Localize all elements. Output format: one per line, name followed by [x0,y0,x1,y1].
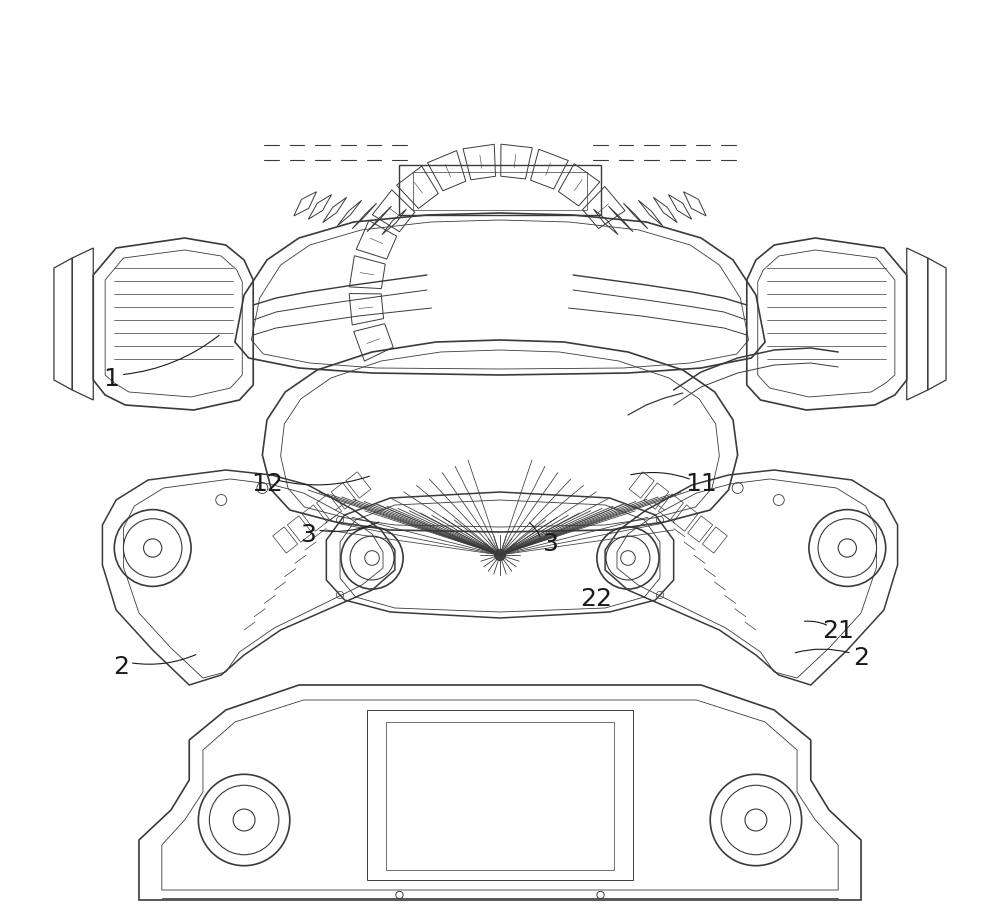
Circle shape [495,549,505,560]
Text: 11: 11 [685,473,717,496]
Text: 3: 3 [542,532,558,556]
Text: 21: 21 [822,619,854,643]
Text: 3: 3 [300,523,316,547]
Text: 22: 22 [580,587,612,611]
Text: 2: 2 [113,655,129,679]
Text: 2: 2 [853,646,869,670]
Text: 1: 1 [104,367,119,391]
Text: 12: 12 [251,473,283,496]
